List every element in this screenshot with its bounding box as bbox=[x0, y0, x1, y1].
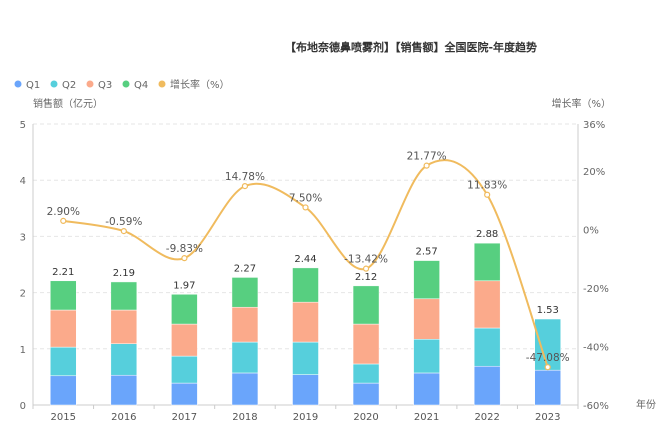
bar-Q2-2021 bbox=[413, 338, 440, 374]
growth-point-2015 bbox=[60, 217, 67, 224]
bar-Q1-2015 bbox=[50, 375, 77, 406]
growth-point-2020 bbox=[362, 265, 370, 272]
bar-Q1-2021 bbox=[413, 372, 440, 406]
growth-label: 7.50% bbox=[289, 192, 322, 204]
legend-marker-Q3 bbox=[86, 80, 94, 88]
total-label: 1.53 bbox=[537, 305, 559, 316]
x-tick-label: 2020 bbox=[353, 412, 378, 423]
bar-Q3-2015 bbox=[50, 309, 77, 348]
legend-label: 增长率（%） bbox=[170, 78, 230, 91]
y-tick-label: 4 bbox=[20, 176, 26, 187]
growth-point-2022 bbox=[484, 191, 491, 198]
growth-label: -47.08% bbox=[526, 352, 570, 364]
bar-Q3-2020 bbox=[352, 323, 380, 365]
total-label: 2.57 bbox=[415, 247, 437, 258]
bar-Q4-2016 bbox=[110, 281, 138, 311]
total-label: 2.44 bbox=[294, 254, 316, 265]
bar-Q1-2022 bbox=[473, 365, 501, 406]
x-tick-label: 2022 bbox=[474, 412, 499, 423]
bar-Q2-2016 bbox=[110, 343, 138, 376]
bar-Q3-2017 bbox=[171, 323, 198, 357]
bar-Q2-2022 bbox=[473, 327, 501, 367]
y2-tick-label: 20% bbox=[583, 167, 605, 178]
growth-point-2019 bbox=[302, 204, 309, 211]
bar-Q2-2017 bbox=[171, 355, 198, 384]
bar-Q1-2017 bbox=[171, 382, 198, 406]
bar-Q4-2022 bbox=[473, 242, 501, 282]
bar-Q4-2020 bbox=[352, 285, 380, 325]
bar-Q1-2020 bbox=[352, 382, 380, 406]
y-tick-label: 1 bbox=[20, 345, 26, 356]
y-axis-label: 销售额（亿元） bbox=[33, 97, 103, 110]
y2-tick-label: 36% bbox=[583, 120, 605, 131]
x-tick-label: 2021 bbox=[414, 412, 439, 423]
bar-Q2-2015 bbox=[50, 346, 77, 377]
total-label: 2.12 bbox=[355, 272, 377, 283]
bar-Q4-2019 bbox=[292, 267, 319, 303]
y-tick-label: 2 bbox=[20, 289, 26, 300]
legend-marker-增长率（%） bbox=[158, 80, 166, 88]
legend-label: Q1 bbox=[26, 80, 40, 91]
x-tick-label: 2018 bbox=[232, 412, 257, 423]
bar-Q2-2020 bbox=[352, 363, 380, 384]
growth-point-2016 bbox=[120, 228, 127, 235]
chart-title: 【布地奈德鼻喷雾剂】【销售额】全国医院-年度趋势 bbox=[285, 40, 537, 54]
legend: Q1 Q2 Q3 Q4 增长率（%） bbox=[14, 78, 230, 91]
bar-Q3-2019 bbox=[292, 301, 319, 343]
growth-label: 21.77% bbox=[407, 151, 447, 163]
bar-Q2-2023 bbox=[534, 318, 561, 371]
bar-Q1-2018 bbox=[231, 372, 259, 406]
growth-label: 2.90% bbox=[47, 206, 80, 218]
legend-marker-Q4 bbox=[122, 80, 130, 88]
total-label: 2.27 bbox=[234, 263, 256, 274]
growth-point-2018 bbox=[241, 183, 249, 190]
y-tick-label: 0 bbox=[20, 401, 26, 412]
x-tick-label: 2023 bbox=[535, 412, 560, 423]
bar-Q1-2019 bbox=[292, 374, 319, 406]
bar-Q1-2016 bbox=[110, 374, 138, 406]
growth-point-2017 bbox=[181, 255, 188, 262]
y2-axis-label: 增长率（%） bbox=[551, 97, 611, 110]
x-tick-label: 2016 bbox=[111, 412, 136, 423]
legend-marker-Q1 bbox=[14, 80, 22, 88]
bar-Q4-2021 bbox=[413, 260, 440, 300]
x-tick-label: 2017 bbox=[172, 412, 197, 423]
y2-tick-label: -40% bbox=[583, 342, 609, 353]
growth-label: -9.83% bbox=[166, 243, 203, 255]
y-tick-label: 5 bbox=[20, 120, 26, 131]
bar-Q4-2017 bbox=[171, 294, 198, 325]
growth-point-2023 bbox=[544, 364, 551, 371]
bar-Q3-2022 bbox=[473, 280, 501, 329]
x-tick-label: 2019 bbox=[293, 412, 318, 423]
total-label: 2.21 bbox=[52, 267, 74, 278]
bar-Q1-2023 bbox=[534, 369, 561, 406]
bar-Q3-2018 bbox=[231, 306, 259, 343]
growth-label: -13.42% bbox=[344, 254, 388, 266]
bar-Q4-2015 bbox=[50, 280, 77, 311]
y-tick-label: 3 bbox=[20, 232, 26, 243]
total-label: 1.97 bbox=[173, 280, 195, 291]
x-axis-label: 年份 bbox=[636, 398, 656, 411]
x-tick-label: 2015 bbox=[51, 412, 76, 423]
bar-Q4-2018 bbox=[231, 277, 259, 308]
legend-label: Q3 bbox=[98, 80, 112, 91]
growth-label: 11.83% bbox=[467, 180, 507, 192]
bar-Q2-2018 bbox=[231, 341, 259, 374]
y2-tick-label: -60% bbox=[583, 401, 609, 412]
y2-tick-label: -20% bbox=[583, 284, 609, 295]
legend-label: Q2 bbox=[62, 80, 76, 91]
legend-label: Q4 bbox=[134, 80, 148, 91]
total-label: 2.88 bbox=[476, 229, 498, 240]
bar-Q2-2019 bbox=[292, 341, 319, 375]
growth-label: 14.78% bbox=[225, 171, 265, 183]
legend-marker-Q2 bbox=[50, 80, 58, 88]
y2-tick-label: 0% bbox=[583, 225, 599, 236]
bar-Q3-2016 bbox=[110, 309, 138, 344]
bar-Q3-2021 bbox=[413, 298, 440, 340]
growth-point-2021 bbox=[423, 162, 430, 169]
growth-label: -0.59% bbox=[105, 216, 142, 228]
total-label: 2.19 bbox=[113, 268, 135, 279]
